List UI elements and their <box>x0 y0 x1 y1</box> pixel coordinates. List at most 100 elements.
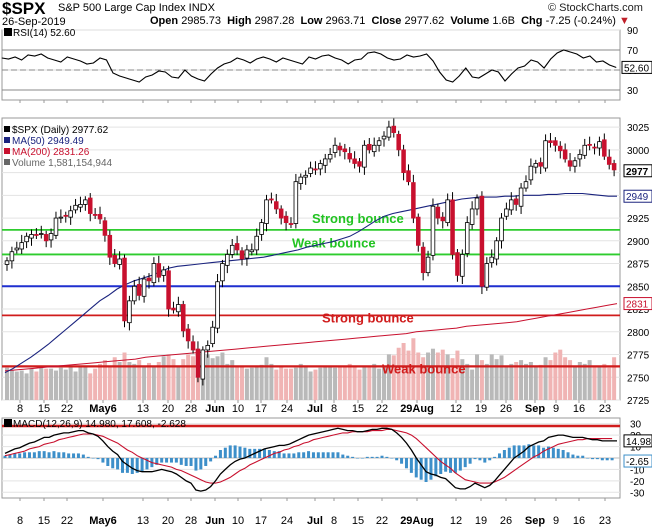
macd-histogram-bar <box>155 458 159 465</box>
macd-histogram-bar <box>473 458 477 460</box>
volume-bar <box>323 366 328 400</box>
macd-histogram-bar <box>101 458 105 463</box>
volume-bar <box>362 366 367 400</box>
candle-body <box>176 304 181 313</box>
rsi-point <box>27 54 29 56</box>
candle-body <box>29 234 34 239</box>
macd-value-tag-label: -2.65 <box>626 457 649 468</box>
macd-histogram-bar <box>380 455 384 458</box>
rsi-point <box>582 57 584 59</box>
volume-bar <box>53 370 58 400</box>
rsi-point <box>132 79 134 81</box>
rsi-point <box>34 55 36 57</box>
rsi-point <box>341 59 343 61</box>
candle-body <box>288 223 294 225</box>
rsi-legend-swatch <box>4 28 12 36</box>
macd-histogram-bar <box>311 452 315 458</box>
macd-histogram-bar <box>223 447 227 458</box>
macd-histogram-bar <box>140 458 144 472</box>
rsi-point <box>184 69 186 71</box>
x-tick-label: 19 <box>475 515 487 527</box>
macd-histogram-bar <box>346 455 350 458</box>
rsi-point <box>112 72 114 74</box>
volume-bar <box>396 347 401 400</box>
candle-body <box>425 256 431 274</box>
candle-body <box>97 214 103 220</box>
candle-body <box>401 149 406 173</box>
candle-body <box>48 233 54 241</box>
open-value: 2985.73 <box>181 15 221 27</box>
rsi-point <box>73 58 75 60</box>
price-tag <box>623 189 652 203</box>
x-tick-label: 28 <box>185 515 197 527</box>
candle-body <box>156 263 162 278</box>
macd-histogram-bar <box>360 458 364 459</box>
candle-body <box>474 197 480 210</box>
volume-bar <box>205 354 210 400</box>
rsi-point <box>602 60 604 62</box>
rsi-point <box>236 57 238 59</box>
candle-body <box>303 174 308 178</box>
price-tag-label: 2831 <box>626 300 649 311</box>
brand-label[interactable]: © StockCharts.com <box>548 2 643 14</box>
volume-bar <box>357 369 362 400</box>
candle-body <box>225 254 230 266</box>
macd-histogram-bar <box>439 458 443 474</box>
volume-bar <box>553 352 558 400</box>
volume-bar <box>137 360 142 400</box>
rsi-point <box>543 67 545 69</box>
volume-bar <box>146 362 151 400</box>
low-label: Low <box>300 15 323 27</box>
volume-bar <box>112 357 117 400</box>
x-tick-label: 24 <box>281 403 293 415</box>
candle-body <box>87 197 93 214</box>
volume-bar <box>587 360 592 400</box>
macd-histogram-bar <box>179 458 183 465</box>
macd-histogram-bar <box>248 448 252 458</box>
macd-histogram-bar <box>130 458 134 474</box>
price-legend-entry: $SPX (Daily) 2977.62 <box>12 125 109 136</box>
candle-body <box>259 222 264 235</box>
rsi-point <box>158 70 160 72</box>
candle-body <box>577 153 583 160</box>
candle-body <box>553 140 558 146</box>
candle-body <box>63 214 69 217</box>
volume-bar <box>435 352 440 400</box>
macd-histogram-bar <box>429 458 433 480</box>
volume-bar <box>381 365 387 400</box>
volume-bar <box>24 373 29 400</box>
rsi-point <box>14 56 16 58</box>
volume-bar <box>475 354 480 400</box>
candle-body <box>166 270 171 310</box>
rsi-point <box>360 58 362 60</box>
price-legend-entry: MA(200) 2831.26 <box>12 147 90 158</box>
candle-body <box>606 156 612 165</box>
candle-body <box>278 208 284 219</box>
macd-histogram-bar <box>424 458 428 482</box>
volume-bar <box>210 358 215 400</box>
volume-bar <box>122 352 127 400</box>
candle-body <box>53 217 59 236</box>
rsi-point <box>419 55 421 57</box>
macd-histogram-bar <box>507 447 511 458</box>
macd-histogram-bar <box>267 450 271 458</box>
candle-body <box>215 281 220 329</box>
macd-histogram-bar <box>463 458 467 468</box>
macd-histogram-bar <box>458 458 462 471</box>
macd-histogram-bar <box>356 458 360 459</box>
rsi-point <box>99 57 101 59</box>
volume-bar <box>612 357 617 400</box>
macd-histogram-bar <box>404 458 408 469</box>
volume-bar <box>39 366 44 400</box>
quote-date: 26-Sep-2019 <box>2 16 66 28</box>
volume-bar <box>460 359 465 400</box>
candle-body <box>592 146 597 149</box>
macd-histogram-bar <box>116 458 120 470</box>
rsi-value-tag-label: 52.60 <box>624 63 649 74</box>
macd-histogram-bar <box>135 458 139 473</box>
volume-bar <box>543 357 548 400</box>
candle-body <box>78 204 83 208</box>
macd-histogram-bar <box>576 455 580 458</box>
